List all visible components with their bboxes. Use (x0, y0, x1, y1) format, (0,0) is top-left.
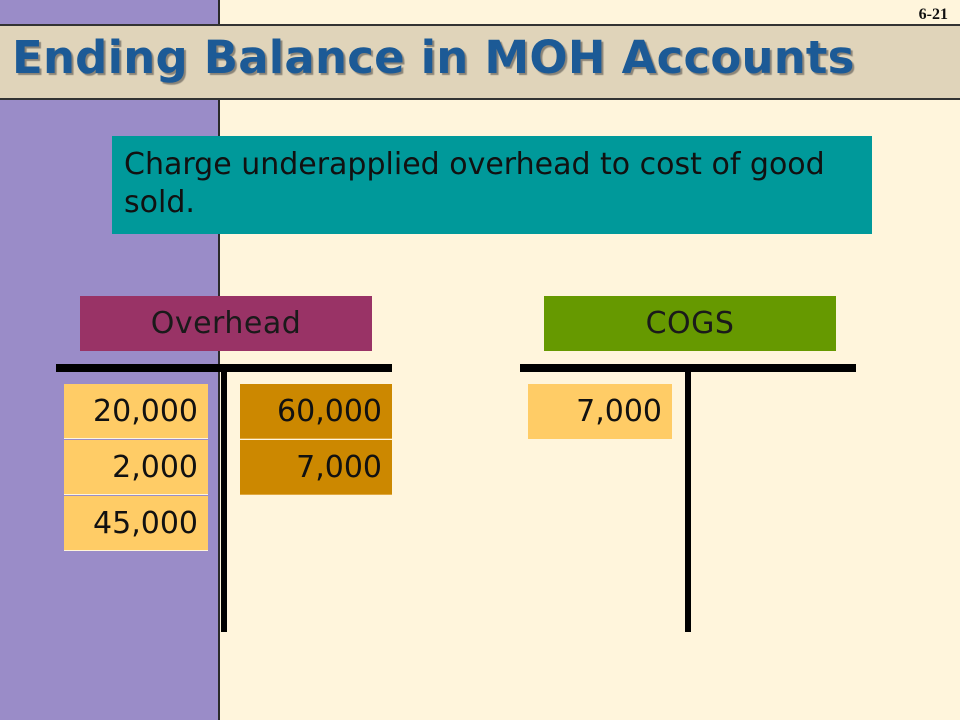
overhead-debit-entry: 45,000 (64, 496, 208, 551)
cogs-debit-entry: 7,000 (528, 384, 672, 439)
overhead-credit-entry: 7,000 (240, 440, 392, 495)
overhead-debit-entry: 20,000 (64, 384, 208, 439)
slide-title: Ending Balance in MOH Accounts (12, 31, 855, 84)
title-bar: Ending Balance in MOH Accounts (0, 24, 960, 100)
overhead-account-header: Overhead (80, 296, 372, 351)
slide-sidebar-band (0, 0, 220, 720)
callout-box: Charge underapplied overhead to cost of … (112, 136, 872, 234)
slide-number: 6-21 (918, 6, 948, 23)
cogs-t-account-divider (685, 364, 691, 632)
cogs-account-header: COGS (544, 296, 836, 351)
overhead-t-account-divider (221, 364, 227, 632)
overhead-debit-entry: 2,000 (64, 440, 208, 495)
callout-text: Charge underapplied overhead to cost of … (124, 147, 825, 220)
overhead-credit-entry: 60,000 (240, 384, 392, 439)
